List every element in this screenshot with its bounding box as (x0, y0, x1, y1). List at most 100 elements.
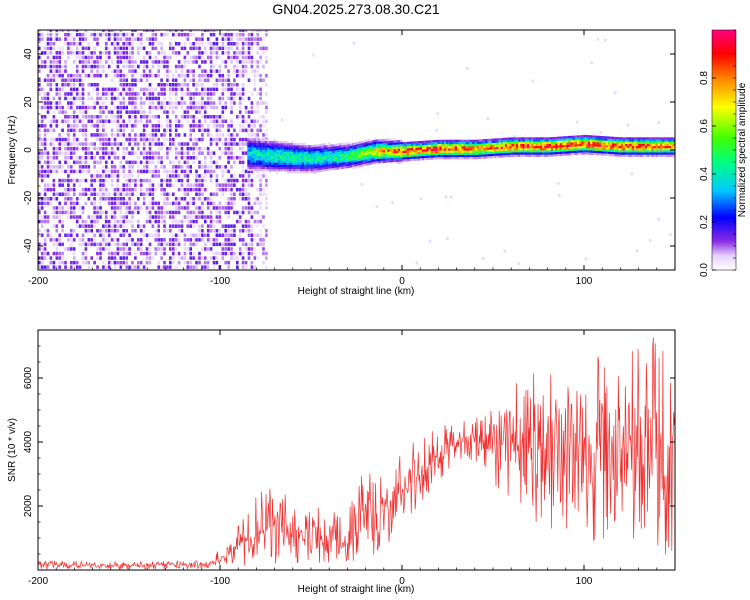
spectrogram-cell (163, 229, 166, 233)
spectrogram-cell (52, 215, 56, 219)
spectrogram-cell (358, 158, 361, 161)
spectrogram-cell (134, 37, 137, 41)
spectrogram-cell (297, 149, 300, 152)
spectrogram-cell (75, 215, 79, 219)
spectrogram-cell (572, 144, 575, 147)
spectrogram-cell (360, 143, 364, 146)
spectrogram-cell (52, 260, 56, 265)
spectrogram-cell (204, 119, 207, 123)
spectrogram-cell (61, 260, 64, 265)
spectrogram-cell (209, 215, 213, 219)
spectrogram-cell (640, 154, 643, 157)
spectrogram-cell (561, 147, 565, 150)
spectrogram-cell (299, 149, 302, 152)
spectrogram-cell (612, 149, 615, 152)
spectrogram-cell (312, 149, 316, 152)
spectrogram-cell (198, 128, 201, 133)
spectrogram-cell (673, 139, 675, 142)
spectrogram-cell (352, 143, 355, 146)
spectrogram-cell (55, 69, 59, 73)
spectrogram-cell (52, 156, 56, 160)
spectrogram-cell (367, 145, 370, 148)
spectrogram-cell (145, 37, 149, 41)
spectrogram-cell (358, 156, 361, 159)
spectrogram-cell (306, 155, 309, 159)
spectrogram-cell (614, 136, 617, 140)
spectrogram-cell (78, 105, 82, 110)
spectrogram-cell (603, 142, 606, 145)
spectrogram-cell (291, 158, 294, 161)
spectrogram-cell (43, 96, 47, 101)
spectrogram-cell (38, 142, 41, 146)
spectrogram-cell (137, 119, 140, 123)
spectrogram-cell (61, 192, 64, 196)
spectrogram-cell (244, 260, 248, 265)
spectrogram-cell (107, 137, 111, 142)
spectrogram-cell (72, 160, 76, 165)
spectrogram-cell (151, 197, 155, 201)
spectrogram-cell (638, 150, 641, 153)
spectrogram-cell (400, 146, 403, 149)
spectrogram-cell (204, 256, 207, 260)
x-tick-label: 100 (576, 576, 593, 587)
spectrogram-cell (40, 119, 44, 123)
spectrogram-cell (635, 249, 639, 253)
spectrogram-cell (566, 144, 569, 147)
spectrogram-cell (125, 192, 128, 196)
spectrogram-cell (107, 55, 111, 60)
spectrogram-cell (411, 154, 414, 157)
spectrogram-cell (186, 238, 190, 242)
spectrogram-cell (330, 146, 333, 149)
spectrogram-cell (154, 233, 158, 237)
spectrogram-cell (224, 137, 227, 142)
spectrogram-cell (626, 123, 630, 127)
spectrogram-cell (529, 137, 532, 140)
spectrogram-cell (581, 137, 584, 140)
spectrogram-cell (154, 247, 158, 251)
spectrogram-cell (238, 210, 242, 215)
spectrogram-cell (125, 42, 128, 46)
spectrogram-cell (609, 151, 613, 154)
spectrogram-cell (391, 140, 394, 143)
spectrogram-cell (154, 87, 158, 92)
spectrogram-cell (189, 187, 192, 192)
spectrogram-cell (360, 160, 364, 163)
spectrogram-cell (116, 105, 120, 110)
spectrogram-cell (548, 137, 551, 140)
spectrogram-cell (128, 238, 131, 242)
spectrogram-cell (550, 139, 554, 142)
spectrogram-cell (67, 128, 70, 133)
spectrogram-cell (649, 238, 652, 242)
spectrogram-cell (40, 64, 44, 69)
spectrogram-cell (209, 30, 213, 32)
spectrogram-cell (90, 219, 93, 224)
spectrogram-cell (110, 128, 114, 133)
spectrogram-cell (125, 238, 128, 242)
spectrogram-cell (221, 110, 225, 114)
spectrogram-cell (369, 151, 372, 154)
spectrogram-cell (78, 265, 82, 269)
spectrogram-cell (201, 238, 204, 242)
spectrogram-cell (459, 144, 462, 147)
spectrogram-cell (102, 124, 105, 128)
spectrogram-cell (590, 143, 593, 147)
spectrogram-cell (555, 147, 558, 150)
spectrogram-cell (247, 138, 250, 141)
spectrogram-cell (55, 192, 59, 196)
spectrogram-cell (119, 101, 123, 105)
spectrogram-cell (102, 183, 105, 187)
spectrogram-cell (163, 206, 166, 210)
spectrogram-cell (78, 242, 82, 247)
spectrogram-cell (382, 141, 385, 144)
spectrogram-cell (315, 148, 318, 152)
spectrogram-cell (224, 260, 227, 265)
spectrogram-cell (509, 150, 512, 153)
spectrogram-cell (400, 142, 403, 145)
spectrogram-cell (209, 101, 213, 105)
spectrogram-cell (605, 149, 608, 152)
spectrogram-cell (494, 155, 497, 158)
spectrogram-cell (570, 142, 573, 145)
spectrogram-cell (393, 155, 396, 158)
spectrogram-cell (230, 37, 233, 41)
spectrogram-cell (64, 247, 67, 251)
